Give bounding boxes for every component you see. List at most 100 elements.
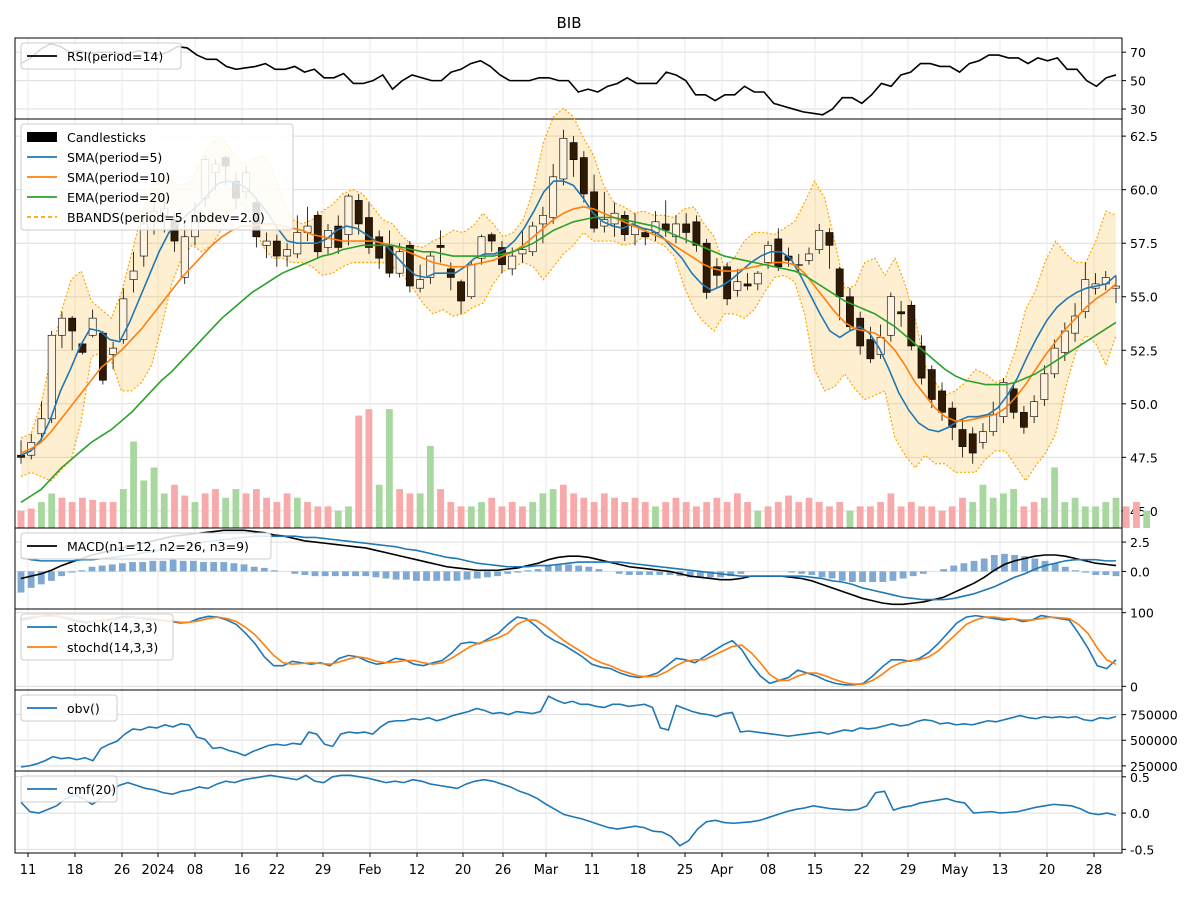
macd-hist-bar	[727, 571, 735, 577]
volume-bar	[826, 506, 833, 528]
macd-hist-bar	[808, 571, 816, 575]
macd-hist-bar	[240, 564, 248, 572]
candle-body	[835, 268, 844, 298]
macd-hist-bar	[970, 560, 978, 572]
macd-hist-bar	[210, 562, 218, 572]
macd-hist-bar	[575, 565, 583, 572]
macd-hist-bar	[798, 571, 806, 574]
candle-body	[68, 317, 77, 332]
candle-body	[569, 142, 578, 160]
candle-body	[1040, 373, 1049, 400]
candle-body	[927, 369, 936, 400]
macd-hist-bar	[331, 571, 339, 577]
y-tick-label: 52.5	[1130, 343, 1158, 358]
x-tick-label: 12	[409, 863, 426, 878]
volume-bar	[99, 502, 107, 528]
volume-bar	[27, 508, 35, 528]
x-tick-label: 26	[495, 863, 512, 878]
volume-bar	[212, 489, 219, 528]
candle-body	[313, 215, 322, 253]
macd-hist-bar	[585, 566, 593, 572]
macd-hist-bar	[352, 571, 359, 577]
volume-bar	[160, 493, 168, 528]
macd-hist-bar	[108, 564, 116, 572]
macd-hist-bar	[990, 555, 998, 572]
macd-hist-bar	[98, 565, 106, 572]
macd-hist-bar	[189, 560, 197, 572]
x-tick-label: 25	[677, 863, 694, 878]
candle-body	[549, 176, 558, 218]
candle-body	[958, 429, 967, 447]
y-tick-label: 30	[1130, 102, 1146, 117]
volume-bar	[764, 506, 772, 528]
macd-hist-bar	[271, 570, 278, 572]
macd-hist-bar	[828, 571, 836, 579]
macd-hist-bar	[453, 571, 461, 581]
volume-bar	[672, 497, 680, 528]
candle-body	[1030, 401, 1039, 417]
macd-hist-bar	[524, 570, 532, 572]
volume-bar	[355, 415, 363, 528]
macd-hist-bar	[919, 571, 927, 574]
y-tick-label: 50	[1130, 74, 1146, 89]
macd-hist-bar	[818, 571, 826, 578]
volume-bar	[1143, 510, 1151, 528]
volume-bar	[314, 506, 322, 528]
macd-hist-bar	[1051, 563, 1059, 572]
volume-bar	[979, 484, 987, 528]
y-tick-label: 50.0	[1130, 397, 1158, 412]
series-line-EMA(period=20)	[20, 216, 1117, 503]
macd-hist-bar	[149, 560, 157, 572]
volume-bar	[406, 493, 414, 528]
macd-hist-bar	[879, 571, 887, 582]
macd-hist-bar	[68, 571, 76, 573]
y-tick-label: 60.0	[1130, 183, 1158, 198]
volume-bar	[242, 493, 250, 528]
candle-body	[457, 281, 465, 302]
candle-body	[109, 347, 118, 355]
legend-box	[20, 613, 174, 661]
macd-hist-bar	[220, 562, 228, 572]
volume-bar	[815, 502, 823, 528]
candle-body	[559, 137, 568, 180]
volume-bar	[273, 502, 281, 528]
volume-bar	[733, 493, 741, 528]
candle-body	[825, 232, 834, 246]
volume-bar	[89, 499, 97, 528]
volume-bar	[785, 495, 792, 528]
volume-bar	[396, 489, 404, 528]
volume-bar	[130, 441, 137, 528]
panel-stoch: 0 100 stochk(14,3,3) stochd(14,3,3)	[14, 606, 1154, 694]
macd-hist-bar	[940, 569, 948, 572]
legend-label: Candlesticks	[67, 130, 146, 145]
x-tick-label: 15	[807, 863, 824, 878]
macd-hist-bar	[615, 571, 623, 574]
x-tick-label: 2024	[141, 863, 174, 878]
volume-bar	[191, 502, 199, 528]
volume-bar	[457, 506, 465, 528]
legend-price: Candlesticks SMA(period=5) SMA(period=10) E…	[20, 123, 294, 231]
macd-hist-bar	[859, 571, 866, 582]
candle-body	[477, 236, 486, 259]
x-tick-label: 18	[67, 863, 84, 878]
volume-bar	[907, 502, 915, 528]
macd-hist-bar	[321, 571, 329, 577]
volume-bar	[631, 497, 639, 528]
volume-bar	[1010, 489, 1018, 528]
macd-hist-bar	[666, 571, 674, 575]
volume-bar	[519, 506, 526, 528]
legend-box	[20, 775, 118, 803]
x-tick-label: 08	[760, 863, 777, 878]
candle-body	[37, 418, 46, 435]
volume-bar	[386, 409, 393, 528]
volume-bar	[846, 510, 854, 528]
volume-bar	[1030, 502, 1038, 528]
volume-bar	[488, 497, 496, 528]
volume-bar	[283, 493, 291, 528]
y-tick-label: -0.5	[1130, 842, 1154, 857]
panel-price: 45.047.550.052.555.057.560.062.5Candlest…	[14, 107, 1158, 529]
x-tick-label: 08	[187, 863, 204, 878]
macd-hist-bar	[960, 563, 968, 572]
panel-frame	[14, 770, 1123, 854]
series-line-obv()	[20, 695, 1117, 768]
